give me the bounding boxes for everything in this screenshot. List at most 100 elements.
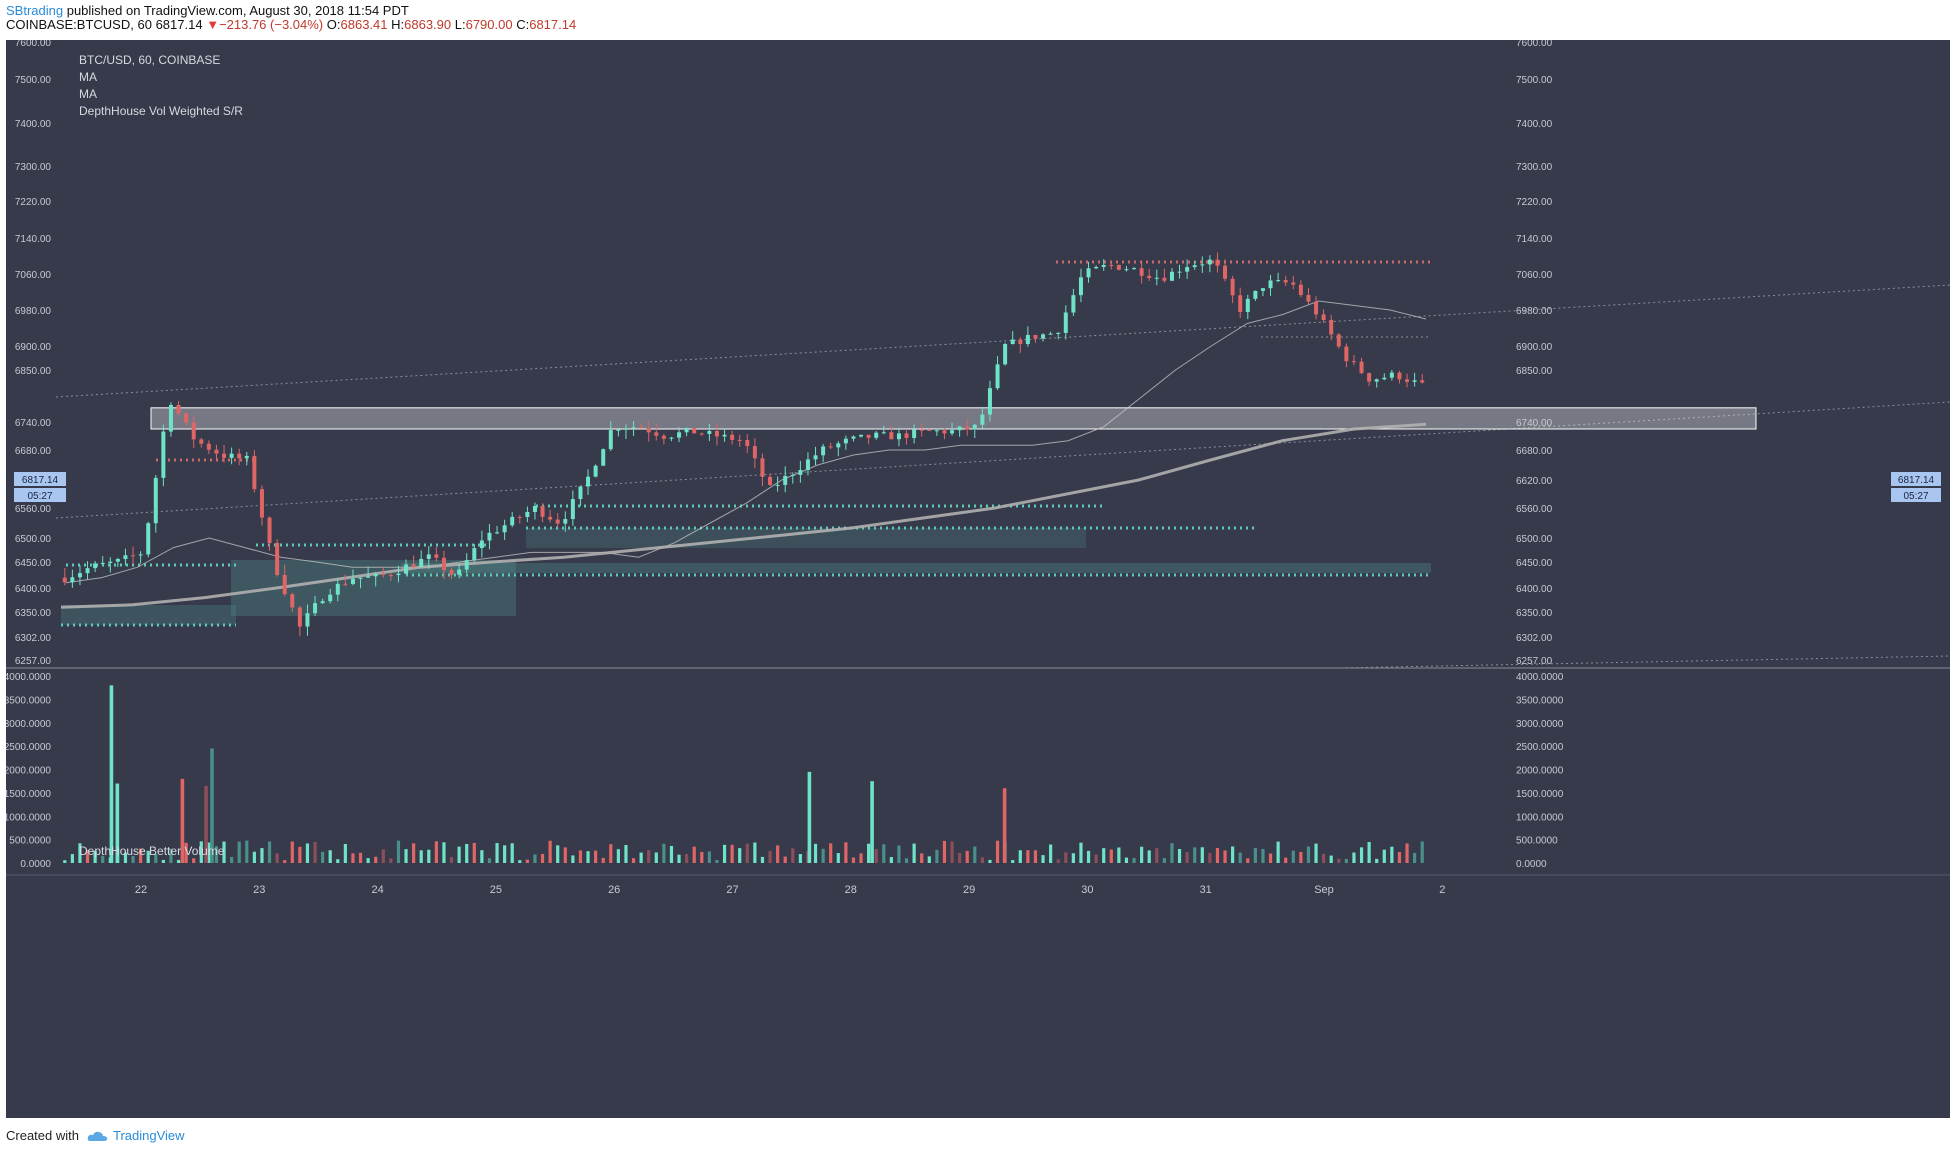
- candle-body: [85, 568, 90, 574]
- volume-bar: [192, 858, 196, 863]
- volume-bar: [904, 858, 909, 863]
- candle-body: [1010, 339, 1015, 345]
- candle-body: [388, 574, 393, 576]
- price-tick-right: 6257.00: [1516, 656, 1553, 667]
- time-tick: 30: [1081, 884, 1093, 896]
- volume-bar: [139, 848, 143, 863]
- candle-body: [980, 414, 985, 425]
- candle-body: [889, 432, 894, 440]
- candle-body: [1086, 268, 1091, 278]
- candle-body: [1276, 280, 1281, 282]
- legend-main-title: BTC/USD, 60, COINBASE: [79, 53, 220, 67]
- candle-body: [1003, 344, 1008, 365]
- candle-body: [93, 563, 98, 569]
- volume-bar: [1011, 860, 1015, 863]
- candle-body: [517, 516, 522, 518]
- candle-body: [267, 517, 272, 543]
- candle-body: [608, 430, 613, 450]
- chart-frame[interactable]: 7600.00 7600.00 7500.00 7500.00 7400.00 7400.…: [4, 38, 1951, 1118]
- candle-body: [836, 443, 841, 448]
- volume-tick-right: 0.0000: [1516, 859, 1547, 870]
- volume-bar: [1117, 847, 1121, 863]
- volume-bar: [768, 850, 772, 863]
- candle-body: [965, 426, 970, 430]
- candle-body: [851, 436, 856, 439]
- candle-body: [1094, 266, 1099, 269]
- candle-body: [252, 455, 257, 490]
- volume-bar: [245, 840, 249, 863]
- volume-bar: [495, 843, 499, 863]
- candle-body: [176, 404, 181, 414]
- volume-bar: [1102, 848, 1106, 863]
- price-change: −213.76 (−3.04%): [219, 17, 324, 32]
- volume-bar: [1094, 854, 1098, 863]
- volume-bar: [897, 845, 901, 863]
- candle-body: [131, 555, 136, 557]
- volume-bar: [1344, 858, 1348, 863]
- volume-bar: [730, 844, 734, 863]
- volume-bar: [184, 842, 188, 863]
- volume-spike-bar: [180, 778, 185, 863]
- candle-body: [373, 573, 378, 577]
- tradingview-link[interactable]: TradingView: [87, 1128, 185, 1143]
- candle-body: [115, 559, 120, 562]
- volume-bar: [518, 860, 522, 863]
- candle-body: [661, 435, 666, 439]
- author-link[interactable]: SBtrading: [6, 3, 64, 18]
- time-tick: 24: [371, 884, 383, 896]
- volume-bar: [776, 845, 780, 863]
- candle-body: [563, 519, 568, 524]
- candle-body: [555, 519, 560, 524]
- volume-bar: [510, 843, 514, 863]
- moving-average-line: [65, 300, 1427, 584]
- volume-bar: [1375, 858, 1379, 863]
- candle-body: [313, 603, 318, 614]
- candle-body: [1207, 259, 1212, 265]
- volume-bar: [1314, 843, 1318, 863]
- candle-body: [214, 449, 219, 454]
- volume-bar: [1246, 858, 1250, 863]
- candle-body: [77, 573, 82, 578]
- volume-bar: [283, 860, 287, 863]
- candle-body: [1314, 301, 1319, 315]
- candle-body: [1230, 278, 1235, 296]
- volume-bar: [123, 852, 128, 863]
- volume-bar: [101, 855, 105, 863]
- candle-body: [168, 404, 173, 432]
- time-tick: 27: [726, 884, 738, 896]
- volume-bar: [389, 858, 393, 863]
- volume-bar: [1238, 852, 1242, 863]
- volume-bar: [442, 842, 446, 863]
- candle-body: [912, 429, 917, 438]
- volume-bar: [707, 851, 711, 863]
- legend-volume-title: DepthHouse Better Volume: [79, 844, 225, 858]
- volume-bar: [851, 857, 856, 863]
- volume-bar: [1223, 850, 1227, 863]
- candle-body: [654, 432, 659, 436]
- volume-spike-bar: [109, 685, 114, 863]
- price-chart[interactable]: 7600.00 7600.00 7500.00 7500.00 7400.00 7400.…: [4, 38, 1951, 1118]
- candle-body: [623, 428, 628, 430]
- volume-bar: [685, 854, 689, 863]
- volume-bar: [343, 843, 347, 863]
- volume-bar: [146, 850, 150, 863]
- candle-body: [525, 511, 530, 518]
- candle-body: [730, 434, 735, 440]
- candle-body: [495, 532, 500, 534]
- last-price: 6817.14: [155, 17, 203, 32]
- volume-spike-bar: [210, 748, 214, 863]
- price-tick-left: 6257.00: [15, 656, 52, 667]
- volume-bar: [336, 859, 340, 863]
- candle-body: [957, 426, 962, 431]
- candle-body: [790, 474, 795, 476]
- volume-tick-right: 1000.0000: [1516, 812, 1564, 823]
- volume-bar: [791, 848, 795, 863]
- price-badge-right-text: 6817.14: [1898, 475, 1935, 486]
- volume-bar: [1322, 853, 1326, 863]
- candle-body: [1367, 373, 1372, 382]
- candle-body: [1397, 372, 1402, 380]
- volume-bar: [965, 850, 969, 863]
- candle-body: [1192, 265, 1197, 268]
- volume-bar: [1367, 841, 1371, 863]
- volume-bar: [1208, 853, 1212, 863]
